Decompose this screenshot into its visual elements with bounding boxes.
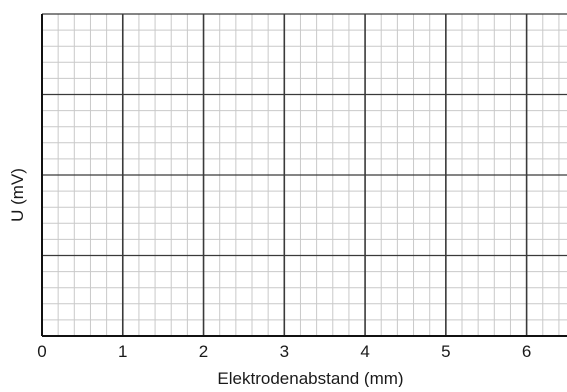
- x-tick-label: 2: [199, 342, 208, 361]
- x-tick-label: 1: [118, 342, 127, 361]
- x-tick-label: 0: [37, 342, 46, 361]
- x-tick-labels: 0 1 2 3 4 5 6: [37, 342, 531, 361]
- x-tick-label: 5: [441, 342, 450, 361]
- axes: [41, 14, 567, 337]
- major-grid: [42, 13, 567, 336]
- x-tick-label: 3: [280, 342, 289, 361]
- y-axis-label: U (mV): [8, 168, 27, 222]
- x-tick-label: 4: [360, 342, 369, 361]
- x-axis-label: Elektrodenabstand (mm): [217, 369, 403, 387]
- x-tick-label: 6: [522, 342, 531, 361]
